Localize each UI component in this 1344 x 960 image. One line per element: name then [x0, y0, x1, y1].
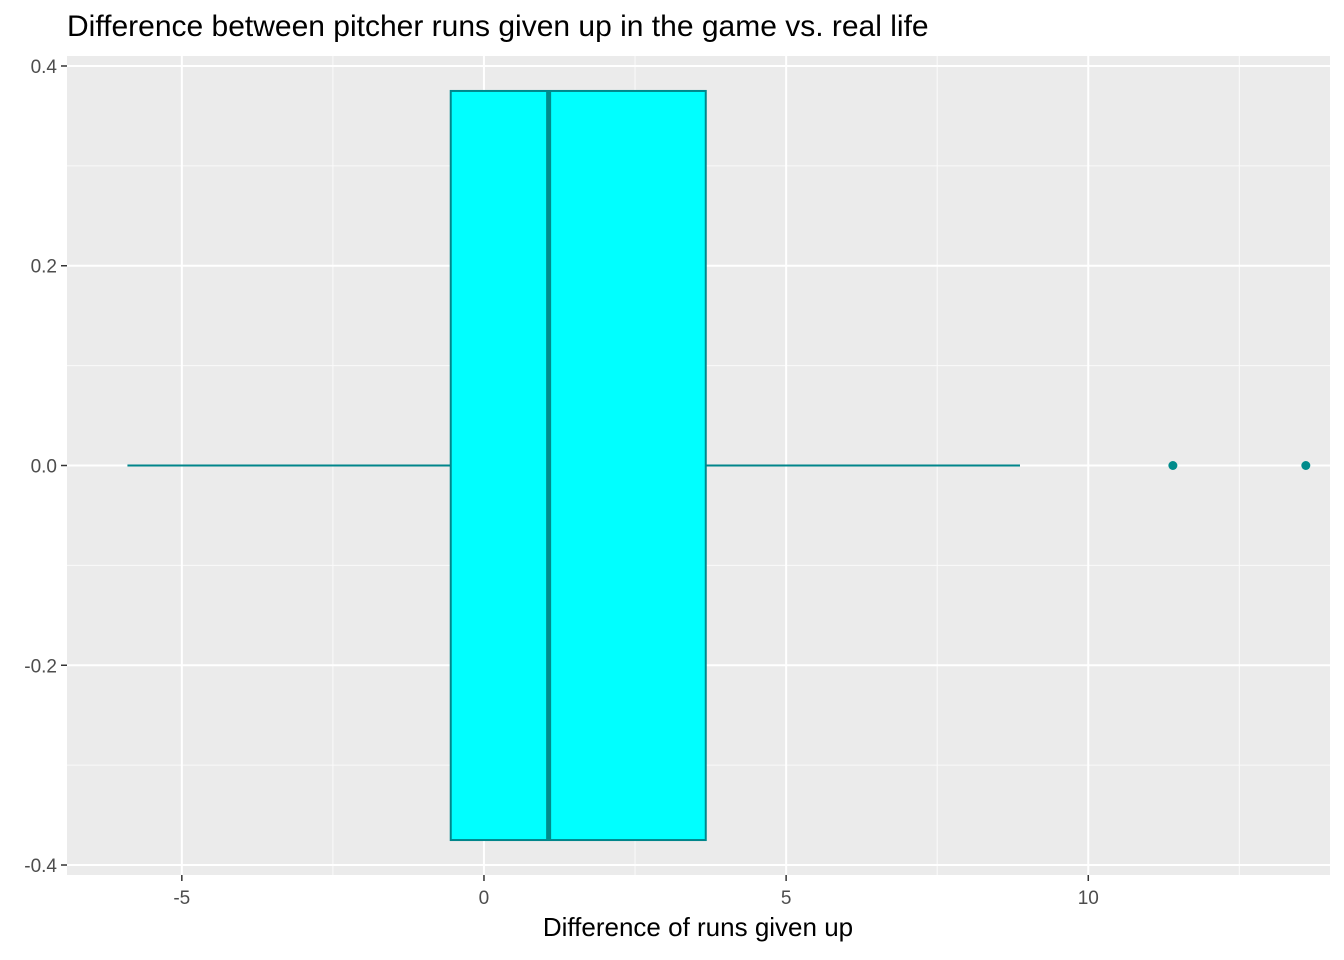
box-iqr: [449, 89, 707, 842]
x-axis-label: Difference of runs given up: [542, 912, 854, 942]
x-tick-label: 10: [1078, 888, 1099, 909]
x-tick-label: 5: [781, 888, 792, 909]
y-tick-label: -0.4: [24, 856, 57, 877]
chart-title: Difference between pitcher runs given up…: [67, 10, 929, 43]
outlier-point: [1168, 461, 1178, 470]
x-tick-label: 0: [479, 888, 490, 909]
outlier-point: [1301, 461, 1311, 470]
y-tick-label: -0.2: [24, 656, 57, 677]
y-tick-label: 0.4: [31, 57, 58, 78]
y-tick-label: 0.0: [31, 457, 57, 478]
x-tick-label: -5: [173, 888, 190, 909]
y-tick-label: 0.2: [31, 257, 57, 278]
